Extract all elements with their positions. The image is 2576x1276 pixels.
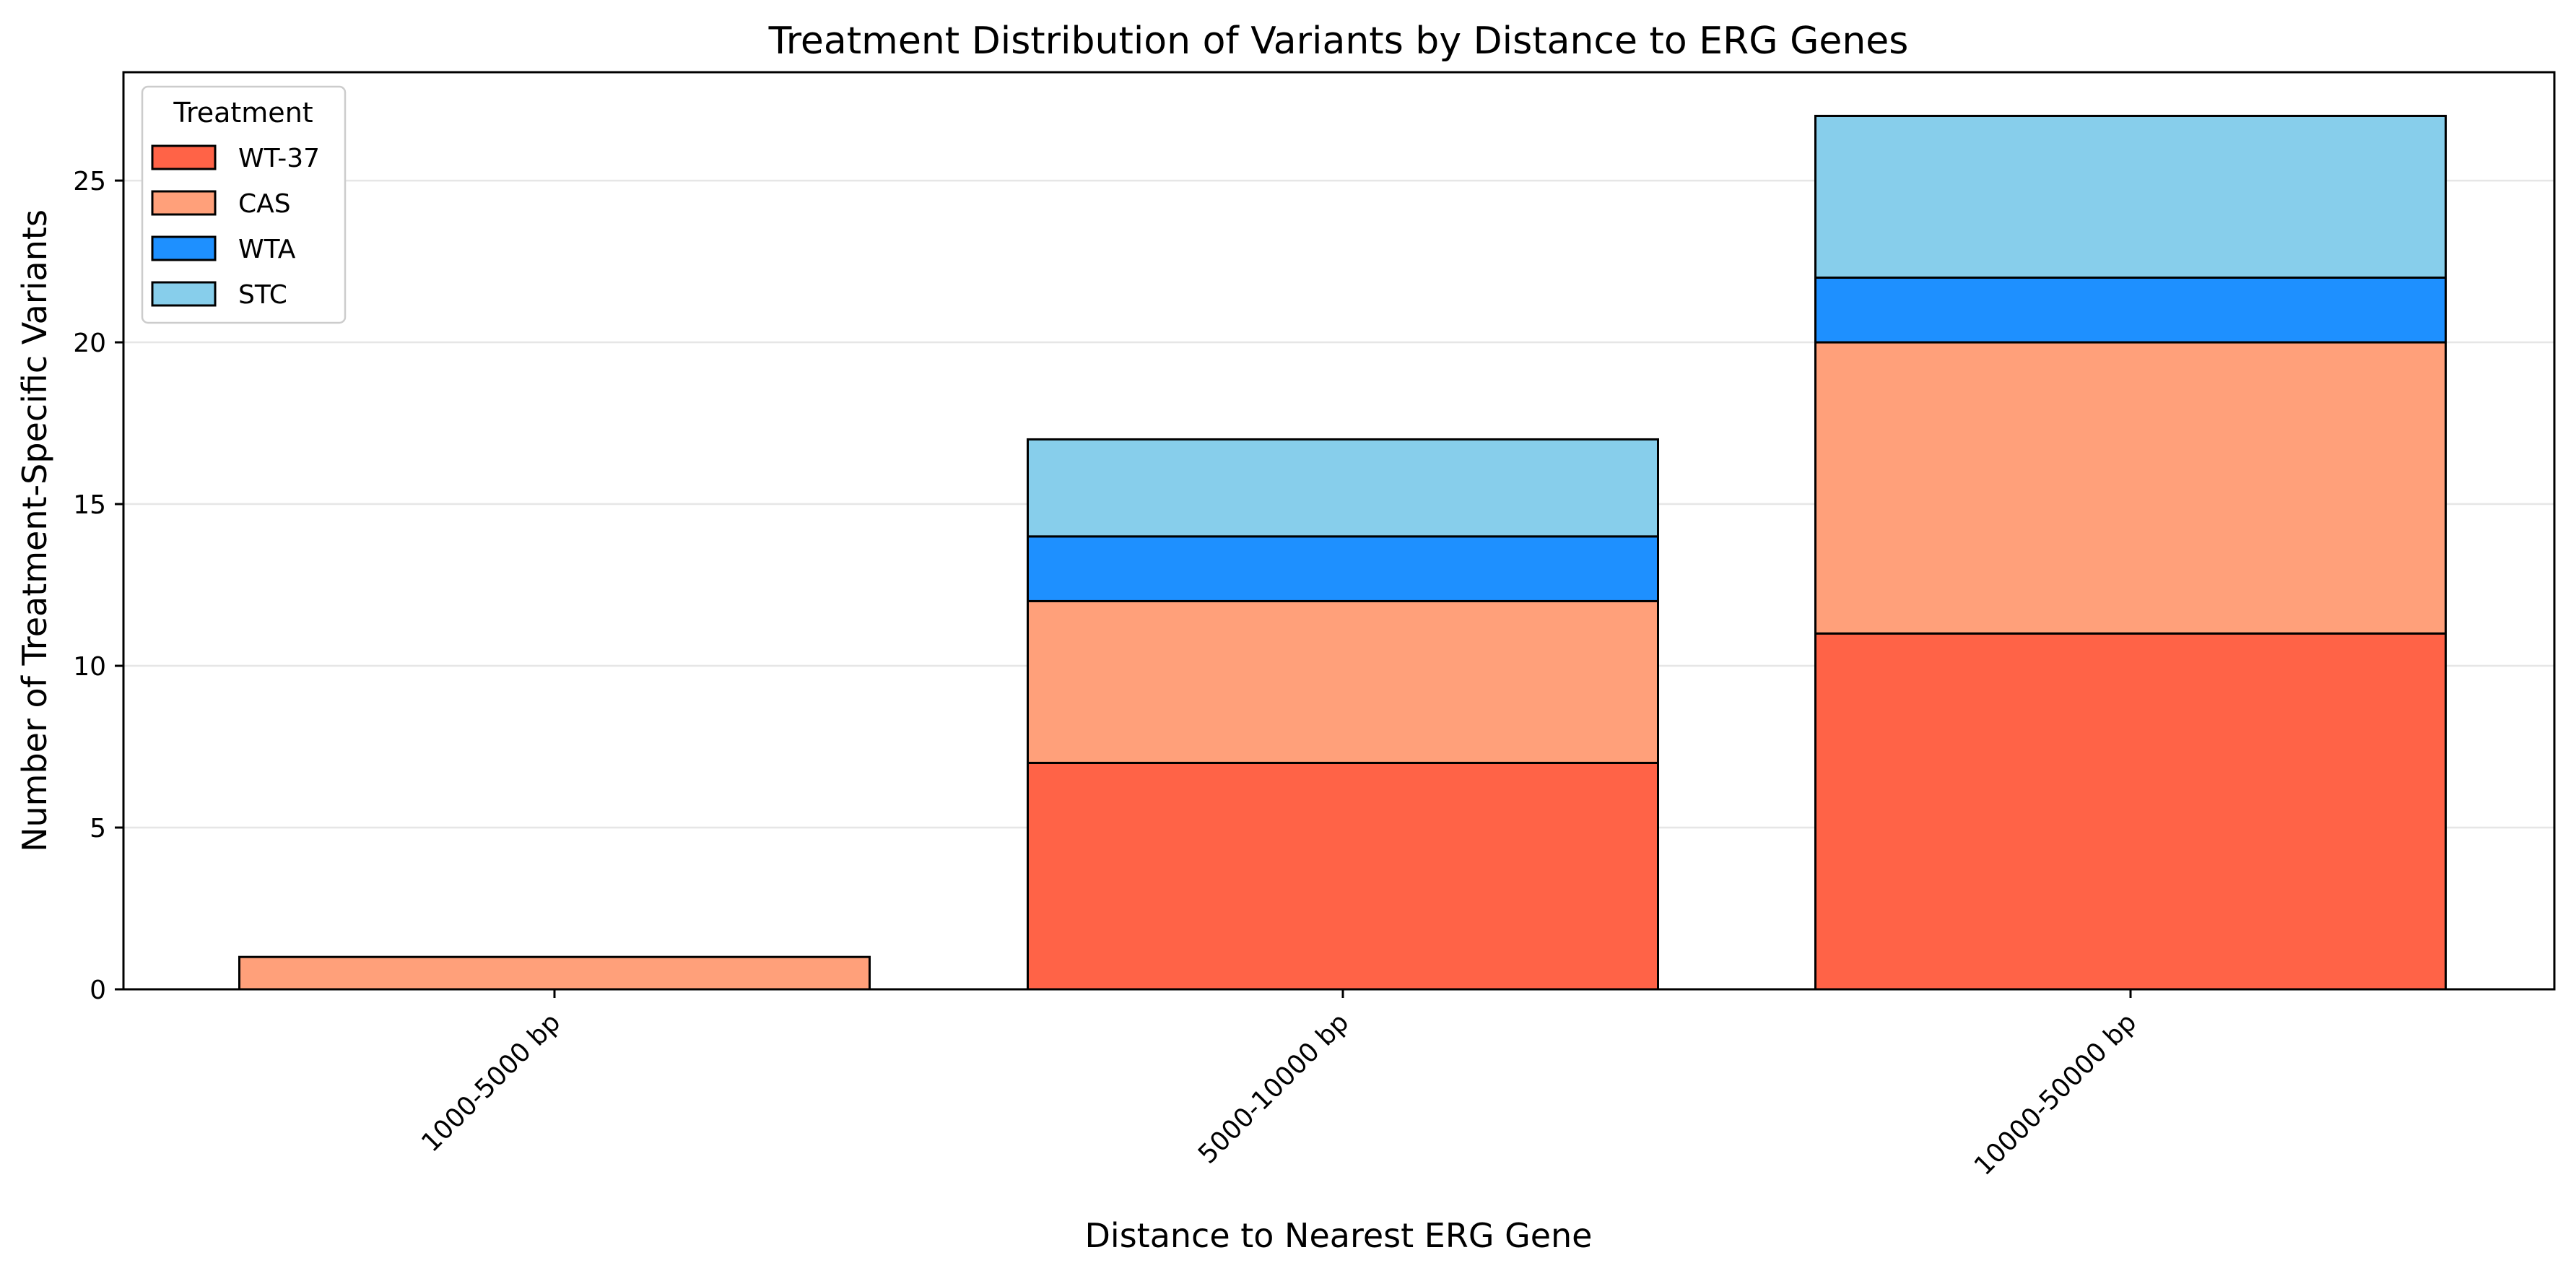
chart-title: Treatment Distribution of Variants by Di… xyxy=(768,19,1909,63)
legend-title: Treatment xyxy=(173,97,313,129)
bar-segment xyxy=(1027,438,1659,538)
bar-segment xyxy=(1814,632,2447,991)
y-tick-label: 20 xyxy=(73,329,106,358)
legend: Treatment WT-37 CAS WTA STC xyxy=(141,85,347,324)
y-tick-label: 5 xyxy=(90,814,106,843)
legend-swatch xyxy=(151,235,217,261)
bar-segment xyxy=(1027,599,1659,764)
bar-segment xyxy=(238,955,871,991)
legend-items: WT-37 CAS WTA STC xyxy=(151,144,320,310)
legend-label: STC xyxy=(238,280,287,310)
y-tick-label: 0 xyxy=(90,976,106,1005)
legend-label: WTA xyxy=(238,235,296,264)
x-axis-label: Distance to Nearest ERG Gene xyxy=(1085,1216,1593,1255)
legend-label: WT-37 xyxy=(238,144,320,173)
y-tick-label: 25 xyxy=(73,167,106,196)
y-axis: 0 5 10 15 20 25 xyxy=(73,167,123,1005)
y-tick-label: 10 xyxy=(73,652,106,682)
legend-swatch xyxy=(151,144,217,170)
legend-swatch xyxy=(151,190,217,216)
bars xyxy=(238,114,2447,991)
legend-swatch xyxy=(151,281,217,307)
bar-segment xyxy=(1814,341,2447,635)
bar-segment xyxy=(1027,535,1659,602)
bar-segment xyxy=(1814,114,2447,279)
y-axis-label: Number of Treatment-Specific Variants xyxy=(15,209,54,852)
legend-label: CAS xyxy=(238,189,291,219)
bar-segment xyxy=(1027,761,1659,991)
plot-frame xyxy=(122,71,2556,991)
bar-segment xyxy=(1814,276,2447,344)
y-tick-label: 15 xyxy=(73,490,106,520)
